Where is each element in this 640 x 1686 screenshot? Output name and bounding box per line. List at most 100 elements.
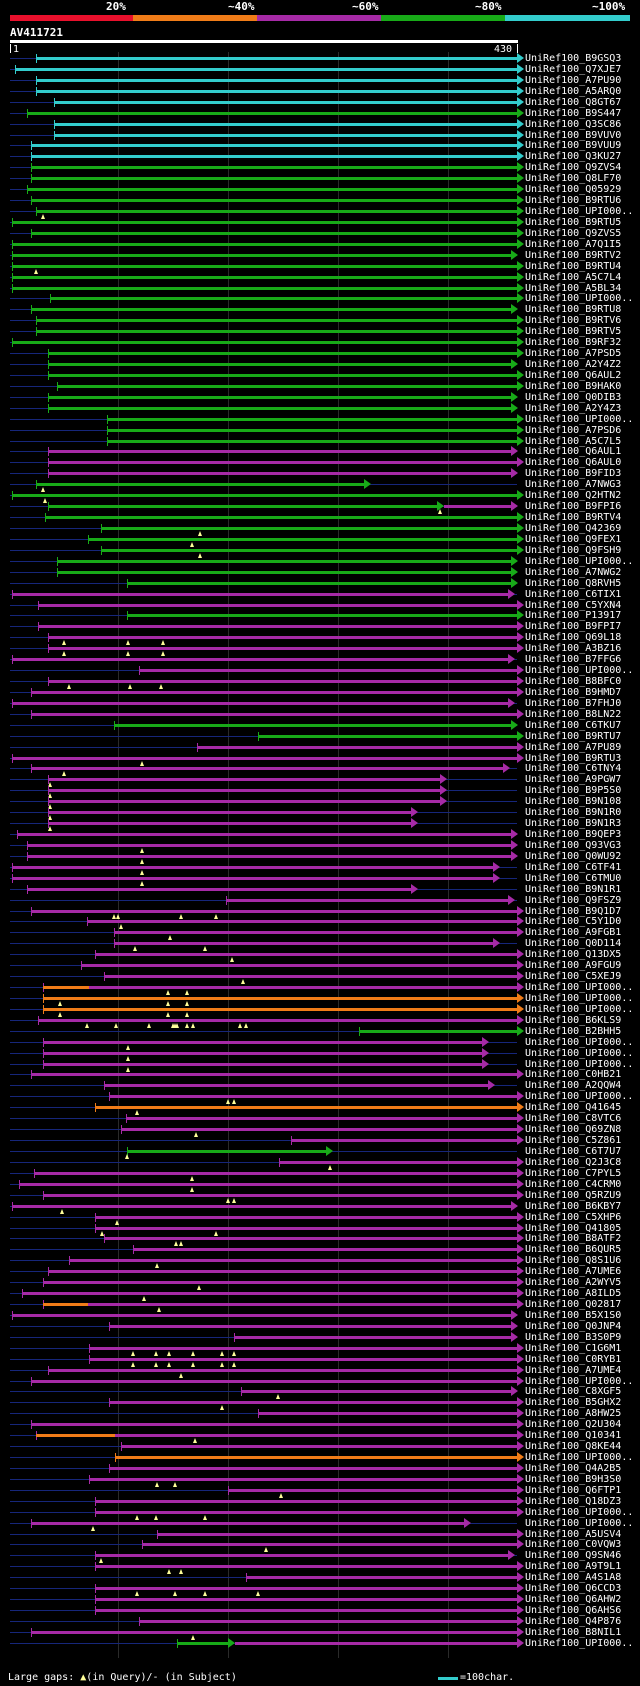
hit-label[interactable]: UniRef100_Q9SN46: [525, 1550, 622, 1561]
hit-label[interactable]: UniRef100_A5USV4: [525, 1529, 622, 1540]
hit-label[interactable]: UniRef100_B9GSQ3: [525, 53, 622, 64]
hit-label[interactable]: UniRef100_Q18DZ3: [525, 1496, 622, 1507]
hit-label[interactable]: UniRef100_C5XEJ9: [525, 971, 622, 982]
hit-label[interactable]: UniRef100_UPI000..: [525, 665, 634, 676]
hit-label[interactable]: UniRef100_A3BZ16: [525, 643, 622, 654]
hit-label[interactable]: UniRef100_Q2HTN2: [525, 490, 622, 501]
hit-label[interactable]: UniRef100_Q6FTP1: [525, 1485, 622, 1496]
hit-label[interactable]: UniRef100_B9HMD7: [525, 687, 622, 698]
hit-label[interactable]: UniRef100_B6KLS9: [525, 1015, 622, 1026]
hit-label[interactable]: UniRef100_UPI000..: [525, 1638, 634, 1649]
hit-label[interactable]: UniRef100_B9S447: [525, 108, 622, 119]
hit-label[interactable]: UniRef100_Q9ZVS4: [525, 162, 622, 173]
hit-label[interactable]: UniRef100_B9N1R0: [525, 807, 622, 818]
hit-label[interactable]: UniRef100_Q4P876: [525, 1616, 622, 1627]
hit-label[interactable]: UniRef100_A2Y4Z2: [525, 359, 622, 370]
hit-label[interactable]: UniRef100_P13917: [525, 610, 622, 621]
hit-label[interactable]: UniRef100_Q8LF70: [525, 173, 622, 184]
hit-label[interactable]: UniRef100_B2BHH5: [525, 1026, 622, 1037]
hit-label[interactable]: UniRef100_B9FPI7: [525, 621, 622, 632]
hit-label[interactable]: UniRef100_C8XGF5: [525, 1386, 622, 1397]
hit-label[interactable]: UniRef100_B9FID3: [525, 468, 622, 479]
hit-label[interactable]: UniRef100_Q69ZN8: [525, 1124, 622, 1135]
hit-label[interactable]: UniRef100_UPI000..: [525, 1452, 634, 1463]
hit-label[interactable]: UniRef100_Q6CCD3: [525, 1583, 622, 1594]
hit-label[interactable]: UniRef100_A4S1A8: [525, 1572, 622, 1583]
hit-label[interactable]: UniRef100_UPI000..: [525, 982, 634, 993]
hit-label[interactable]: UniRef100_UPI000..: [525, 206, 634, 217]
hit-label[interactable]: UniRef100_Q9FSH9: [525, 545, 622, 556]
hit-label[interactable]: UniRef100_Q6AHW2: [525, 1594, 622, 1605]
hit-label[interactable]: UniRef100_B9RTU3: [525, 753, 622, 764]
hit-label[interactable]: UniRef100_B9N108: [525, 796, 622, 807]
hit-label[interactable]: UniRef100_Q2U304: [525, 1419, 622, 1430]
hit-label[interactable]: UniRef100_UPI000..: [525, 293, 634, 304]
hit-label[interactable]: UniRef100_Q41805: [525, 1223, 622, 1234]
hit-label[interactable]: UniRef100_Q2J3C8: [525, 1157, 622, 1168]
hit-label[interactable]: UniRef100_Q02817: [525, 1299, 622, 1310]
hit-label[interactable]: UniRef100_B9RTV6: [525, 315, 622, 326]
hit-label[interactable]: UniRef100_B9RTU6: [525, 195, 622, 206]
hit-label[interactable]: UniRef100_Q9ZVS5: [525, 228, 622, 239]
hit-label[interactable]: UniRef100_A7PU89: [525, 742, 622, 753]
hit-label[interactable]: UniRef100_Q69L18: [525, 632, 622, 643]
hit-label[interactable]: UniRef100_Q0D114: [525, 938, 622, 949]
hit-label[interactable]: UniRef100_A7UME4: [525, 1365, 622, 1376]
hit-label[interactable]: UniRef100_A7PSD5: [525, 348, 622, 359]
hit-label[interactable]: UniRef100_UPI000..: [525, 1091, 634, 1102]
hit-label[interactable]: UniRef100_C0RYB1: [525, 1354, 622, 1365]
hit-label[interactable]: UniRef100_A5ARQ0: [525, 86, 622, 97]
hit-label[interactable]: UniRef100_B9VUV0: [525, 130, 622, 141]
hit-label[interactable]: UniRef100_UPI000..: [525, 1376, 634, 1387]
hit-label[interactable]: UniRef100_B7FHJ0: [525, 698, 622, 709]
hit-label[interactable]: UniRef100_A5C7L4: [525, 272, 622, 283]
hit-label[interactable]: UniRef100_Q6AHS6: [525, 1605, 622, 1616]
hit-label[interactable]: UniRef100_C0VQW3: [525, 1539, 622, 1550]
hit-label[interactable]: UniRef100_Q8RVH5: [525, 578, 622, 589]
hit-label[interactable]: UniRef100_A2QQW4: [525, 1080, 622, 1091]
hit-label[interactable]: UniRef100_A7NWG2: [525, 567, 622, 578]
hit-label[interactable]: UniRef100_A2WYV5: [525, 1277, 622, 1288]
hit-label[interactable]: UniRef100_UPI000..: [525, 1059, 634, 1070]
hit-label[interactable]: UniRef100_B7FFG6: [525, 654, 622, 665]
hit-label[interactable]: UniRef100_B6KBY7: [525, 1201, 622, 1212]
hit-label[interactable]: UniRef100_A5BL34: [525, 283, 622, 294]
hit-label[interactable]: UniRef100_B9RTV2: [525, 250, 622, 261]
hit-label[interactable]: UniRef100_B9VUU9: [525, 140, 622, 151]
hit-label[interactable]: UniRef100_Q0JNP4: [525, 1321, 622, 1332]
hit-label[interactable]: UniRef100_A7NWG3: [525, 479, 622, 490]
hit-label[interactable]: UniRef100_Q3SC86: [525, 119, 622, 130]
hit-label[interactable]: UniRef100_A8ILD5: [525, 1288, 622, 1299]
hit-label[interactable]: UniRef100_Q0WU92: [525, 851, 622, 862]
hit-label[interactable]: UniRef100_UPI000..: [525, 1004, 634, 1015]
hit-label[interactable]: UniRef100_C6TMU0: [525, 873, 622, 884]
hit-label[interactable]: UniRef100_A9PGW7: [525, 774, 622, 785]
hit-label[interactable]: UniRef100_B9RTU8: [525, 304, 622, 315]
hit-label[interactable]: UniRef100_Q6AUL0: [525, 457, 622, 468]
hit-label[interactable]: UniRef100_A2Y4Z3: [525, 403, 622, 414]
hit-label[interactable]: UniRef100_Q13DX5: [525, 949, 622, 960]
hit-label[interactable]: UniRef100_B9N1R1: [525, 884, 622, 895]
hit-label[interactable]: UniRef100_A9T9L1: [525, 1561, 622, 1572]
hit-label[interactable]: UniRef100_A8HW25: [525, 1408, 622, 1419]
hit-label[interactable]: UniRef100_B9RTU5: [525, 217, 622, 228]
hit-label[interactable]: UniRef100_B9RTV5: [525, 326, 622, 337]
hit-label[interactable]: UniRef100_B9RTU4: [525, 261, 622, 272]
hit-label[interactable]: UniRef100_A5C7L5: [525, 436, 622, 447]
hit-label[interactable]: UniRef100_UPI000..: [525, 1048, 634, 1059]
hit-label[interactable]: UniRef100_Q42369: [525, 523, 622, 534]
hit-label[interactable]: UniRef100_Q05929: [525, 184, 622, 195]
hit-label[interactable]: UniRef100_C6TKU7: [525, 720, 622, 731]
hit-label[interactable]: UniRef100_C5YXN4: [525, 600, 622, 611]
hit-label[interactable]: UniRef100_C7PYL5: [525, 1168, 622, 1179]
hit-label[interactable]: UniRef100_B9P5S0: [525, 785, 622, 796]
hit-label[interactable]: UniRef100_Q10341: [525, 1430, 622, 1441]
hit-label[interactable]: UniRef100_C6TIX1: [525, 589, 622, 600]
hit-label[interactable]: UniRef100_B9HAK0: [525, 381, 622, 392]
hit-label[interactable]: UniRef100_Q4A2B5: [525, 1463, 622, 1474]
hit-label[interactable]: UniRef100_A7UME6: [525, 1266, 622, 1277]
hit-label[interactable]: UniRef100_Q8GT67: [525, 97, 622, 108]
hit-label[interactable]: UniRef100_B9N1R3: [525, 818, 622, 829]
hit-label[interactable]: UniRef100_UPI000..: [525, 1037, 634, 1048]
hit-label[interactable]: UniRef100_B9RTV4: [525, 512, 622, 523]
